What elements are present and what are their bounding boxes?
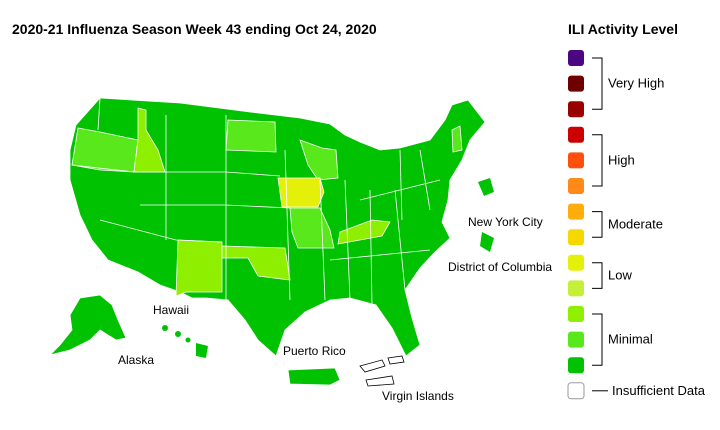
new-mexico [175,239,223,297]
us-map [48,97,494,387]
legend-swatch [568,331,584,348]
state-borders [71,97,441,306]
region-label: Alaska [118,353,154,367]
alaska [48,294,127,356]
north-dakota [225,119,277,153]
wisconsin [299,139,339,181]
new-hampshire [451,125,463,153]
puerto-rico [287,367,341,386]
contiguous-us [69,97,486,357]
legend-label: Low [608,268,632,283]
legend: Very High High Moderate Low Minimal Insuffici… [567,50,706,400]
legend-swatch [568,254,584,271]
legend-swatch [568,126,584,143]
legend-swatch [568,203,584,220]
legend-swatch [568,357,584,374]
region-label: District of Columbia [448,260,552,274]
legend-swatch [568,229,584,246]
legend-swatch [568,75,584,92]
legend-label: Minimal [608,332,653,347]
legend-swatch [568,101,584,118]
region-label: Hawaii [153,303,189,317]
map-title: 2020-21 Influenza Season Week 43 ending … [12,21,377,37]
legend-swatch [568,50,584,66]
legend-label: Moderate [608,216,663,231]
legend-swatch [568,178,584,194]
legend-label: Very High [608,76,664,91]
legend-swatch [568,280,584,297]
hawaii-shapes [162,325,208,358]
new-york-city [478,178,494,196]
district-of-columbia [480,232,494,252]
legend-title: ILI Activity Level [568,21,678,37]
legend-swatch [568,306,584,322]
legend-swatch [567,382,585,400]
region-label: Virgin Islands [382,389,454,403]
legend-label: High [608,152,635,167]
oklahoma [221,245,291,281]
region-label: New York City [468,215,543,229]
virgin-islands [359,355,405,387]
legend-label: Insufficient Data [612,383,706,398]
iowa [277,177,325,208]
legend-bracket [592,313,603,366]
legend-bracket [592,211,603,238]
legend-bracket [592,262,603,289]
idaho [133,107,166,173]
legend-bracket [592,57,603,110]
missouri [289,207,335,249]
region-label: Puerto Rico [283,344,346,358]
legend-bracket [592,134,603,187]
kentucky [337,219,391,245]
legend-swatch [568,152,584,169]
